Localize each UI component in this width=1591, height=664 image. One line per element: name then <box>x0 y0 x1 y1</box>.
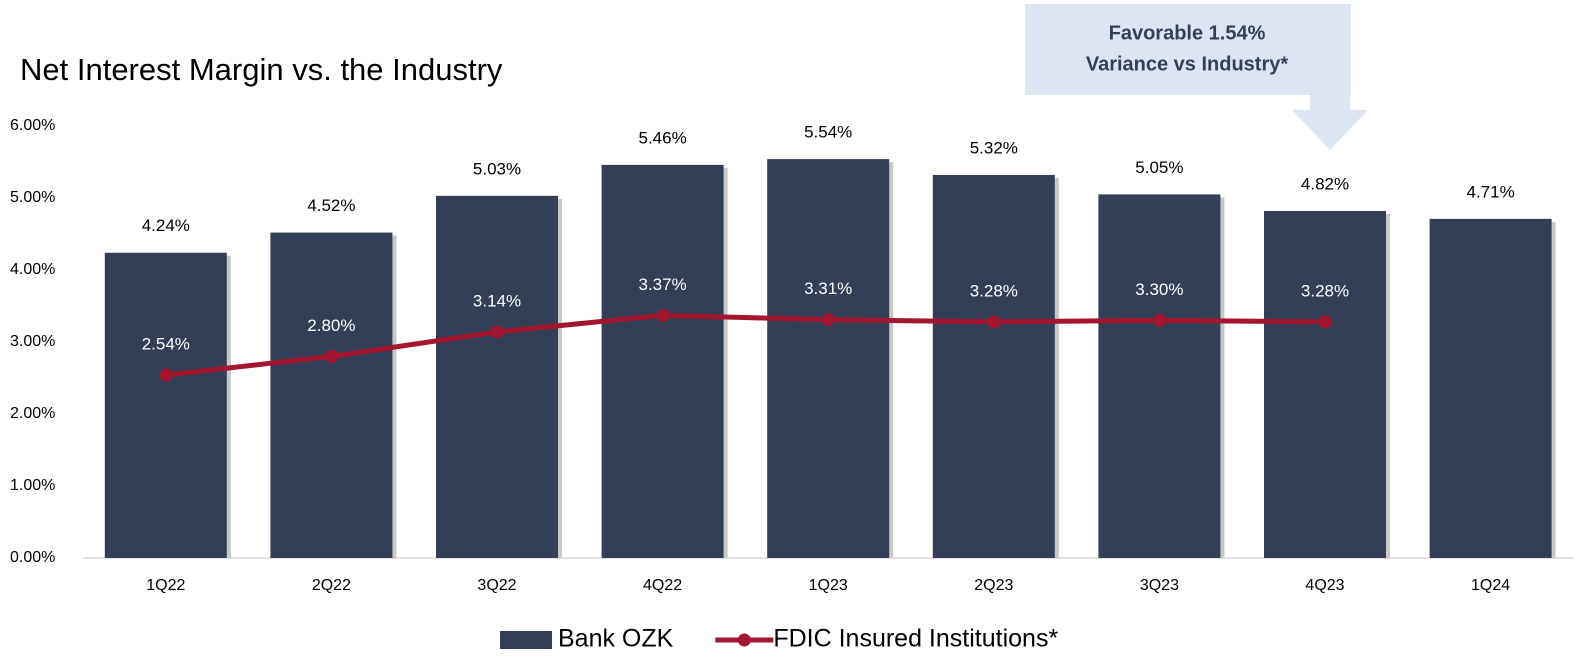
line-value-label: 3.30% <box>1135 280 1183 299</box>
line-value-label: 2.54% <box>142 335 190 354</box>
x-tick-label: 1Q22 <box>146 577 185 594</box>
line-point <box>987 315 1001 329</box>
bar-value-label: 4.71% <box>1466 182 1514 201</box>
x-tick-label: 4Q23 <box>1305 577 1344 594</box>
callout-box <box>1025 4 1351 95</box>
legend-swatch <box>500 631 552 649</box>
legend-label: Bank OZK <box>558 625 674 653</box>
bar-value-label: 5.32% <box>970 138 1018 157</box>
callout-arrow <box>1292 95 1368 150</box>
bar <box>1098 194 1221 558</box>
line-point <box>490 325 504 339</box>
line-value-label: 3.37% <box>638 275 686 294</box>
line-point <box>656 308 670 322</box>
chart-title: Net Interest Margin vs. the Industry <box>20 52 503 87</box>
line-point <box>1318 315 1332 329</box>
bar-value-label: 4.52% <box>307 196 355 215</box>
x-tick-label: 1Q24 <box>1471 577 1510 594</box>
y-tick-label: 5.00% <box>10 189 55 206</box>
callout-text: Favorable 1.54% <box>1109 22 1266 44</box>
legend-point <box>737 633 751 647</box>
bar-value-label: 4.82% <box>1301 174 1349 193</box>
line-value-label: 3.28% <box>1301 281 1349 300</box>
x-tick-label: 2Q23 <box>974 577 1013 594</box>
bar <box>1264 210 1386 558</box>
bar <box>436 195 558 558</box>
bar <box>932 174 1055 558</box>
callout-text: Variance vs Industry* <box>1086 53 1289 75</box>
line-point <box>159 368 173 382</box>
x-tick-label: 3Q22 <box>477 577 516 594</box>
line-point <box>324 349 338 363</box>
bar <box>1429 218 1552 558</box>
line-value-label: 2.80% <box>307 316 355 335</box>
y-tick-label: 2.00% <box>10 405 55 422</box>
bar <box>601 164 724 558</box>
x-tick-label: 3Q23 <box>1140 577 1179 594</box>
legend-label: FDIC Insured Institutions* <box>773 625 1058 653</box>
line-value-label: 3.14% <box>473 291 521 310</box>
line-point <box>1152 313 1166 327</box>
line-value-label: 3.28% <box>970 281 1018 300</box>
x-tick-label: 1Q23 <box>809 577 848 594</box>
bar-value-label: 5.05% <box>1135 158 1183 177</box>
bar-value-label: 5.54% <box>804 123 852 142</box>
bar <box>270 232 393 558</box>
bar-value-label: 4.24% <box>142 216 190 235</box>
bar-value-label: 5.03% <box>473 159 521 178</box>
bar <box>767 159 890 558</box>
y-tick-label: 4.00% <box>10 261 55 278</box>
line <box>165 312 1326 378</box>
line-value-label: 3.31% <box>804 279 852 298</box>
y-tick-label: 3.00% <box>10 333 55 350</box>
bar <box>104 252 227 558</box>
y-tick-label: 1.00% <box>10 477 55 494</box>
bar-value-label: 5.46% <box>638 128 686 147</box>
y-tick-label: 6.00% <box>10 117 55 134</box>
x-tick-label: 4Q22 <box>643 577 682 594</box>
y-tick-label: 0.00% <box>10 549 55 566</box>
line-point <box>821 313 835 327</box>
x-tick-label: 2Q22 <box>312 577 351 594</box>
